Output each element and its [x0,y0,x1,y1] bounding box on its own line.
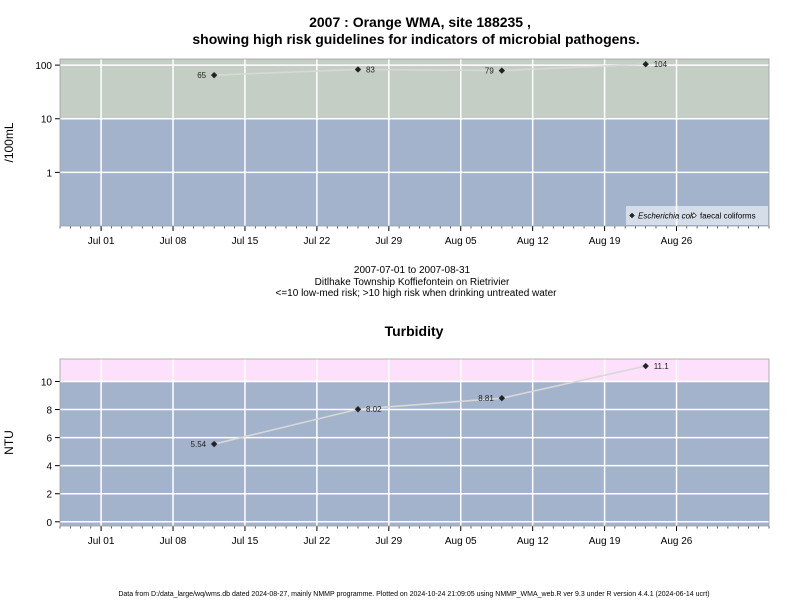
data-label: 8.81 [478,394,494,403]
x-tick-label: Jul 29 [375,236,402,247]
data-label: 65 [197,71,206,80]
data-point [354,406,362,413]
data-point [498,67,506,74]
legend-box [626,206,768,225]
series-line [214,63,646,76]
data-point [642,362,649,370]
x-tick-label: Aug 19 [589,236,621,247]
y-tick-label: 6 [46,434,52,445]
x-tick-label: Jul 01 [88,536,115,547]
x-tick-label: Aug 05 [445,536,477,547]
panel-frame [59,358,770,527]
x-tick-label: Aug 26 [661,536,693,547]
risk-note-caption: <=10 low-med risk; >10 high risk when dr… [276,288,558,299]
series-line [213,365,646,445]
x-tick-label: Aug 26 [661,236,693,247]
turbidity-panel: Jul 01 Jul 08 Jul 15 Jul 22 Jul 29 Aug 05 Aug … [2,358,770,547]
y-tick-label: 100 [35,61,52,72]
y-tick-label: 10 [41,377,53,388]
y-tick-label: 1 [46,168,52,179]
high-risk-band [60,359,769,382]
legend-label: Escherichia coli [638,212,694,221]
x-tick-label: Aug 19 [589,536,621,547]
x-tick-label: Aug 05 [445,236,477,247]
microbial-panel: Jul 01 Jul 08 Jul 15 Jul 22 Jul 29 Aug 05 Aug … [2,58,770,247]
y-tick-label: 0 [46,518,52,529]
y-axis-label: NTU [2,430,16,455]
legend-marker [691,212,697,219]
site-name-caption: Ditlhake Township Koffiefontein on Rietr… [315,277,510,288]
legend-marker [629,212,635,219]
data-point [642,60,649,68]
legend-label: faecal coliforms [700,212,756,221]
x-tick-label: Jul 08 [160,536,187,547]
turbidity-title: Turbidity [385,323,444,339]
x-tick-label: Jul 22 [304,236,331,247]
data-label: 5.54 [191,440,207,449]
data-point [210,440,218,448]
y-tick-label: 8 [46,406,52,417]
data-label: 11.1 [654,362,670,371]
y-tick-label: 4 [46,462,52,473]
x-tick-label: Jul 22 [304,536,331,547]
panel-frame [59,58,770,227]
x-tick-label: Aug 12 [517,236,549,247]
chart-title-line1: 2007 : Orange WMA, site 188235 , [309,14,531,30]
data-point [210,71,218,79]
y-axis-label: /100mL [2,122,16,162]
data-label: 104 [654,60,668,69]
data-point [354,66,362,73]
date-range-caption: 2007-07-01 to 2007-08-31 [354,265,471,276]
x-tick-label: Jul 01 [88,236,115,247]
x-tick-label: Jul 15 [232,236,259,247]
x-tick-label: Jul 29 [375,536,402,547]
data-label: 83 [366,65,375,74]
data-label: 8.02 [366,405,382,414]
data-point [498,394,506,402]
x-tick-label: Aug 12 [517,536,549,547]
x-tick-label: Jul 08 [160,236,187,247]
high-risk-band [60,59,769,119]
low-risk-band [60,381,769,526]
x-tick-label: Jul 15 [232,536,259,547]
y-tick-label: 10 [41,115,53,126]
y-tick-label: 2 [46,490,52,501]
footer-note: Data from D:/data_large/wq/wms.db dated … [118,591,709,598]
chart-title-line2: showing high risk guidelines for indicat… [192,31,639,47]
data-label: 79 [485,67,494,76]
